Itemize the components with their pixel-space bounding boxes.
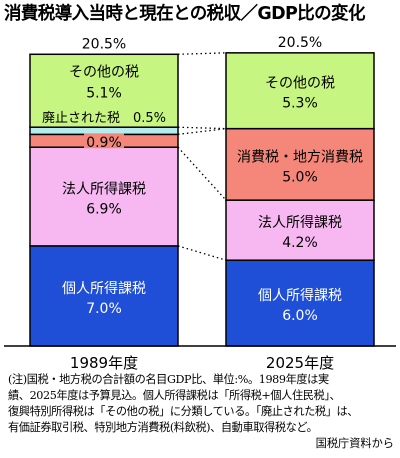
- segment-value-label: 4.2%: [282, 235, 318, 251]
- bar-segment-other_tax: [29, 53, 179, 128]
- segment-value-label: 0.9%: [86, 135, 122, 151]
- footnote-line: (注)国税・地方税の合計額の名目GDP比、単位:%。1989年度は実: [8, 373, 329, 386]
- segment-label-abolished: 廃止された税 0.5%: [42, 110, 166, 126]
- stacked-bar-chart: 20.5% 20.5% 個人所得課税 7.0% 個人所得課税 6.0% 法人所得課税 6.9%…: [4, 35, 396, 372]
- segment-value-label: 5.0%: [282, 169, 318, 185]
- segment-value-label: 5.1%: [86, 85, 122, 101]
- connector-line: [177, 146, 227, 201]
- footnotes: (注)国税・地方税の合計額の名目GDP比、単位:%。1989年度は実 績、202…: [8, 372, 396, 436]
- category-label: 1989年度: [70, 354, 138, 372]
- bar-total-label: 20.5%: [82, 36, 126, 52]
- bar-segment-corporate_tax: [225, 199, 375, 261]
- segment-name-label: 個人所得課税: [258, 287, 342, 304]
- chart-title: 消費税導入当時と現在との税収／GDP比の変化: [4, 4, 365, 24]
- source-credit: 国税庁資料から: [315, 437, 394, 450]
- segment-name-label: 法人所得課税: [62, 181, 146, 198]
- segment-name-label: 法人所得課税: [258, 214, 342, 231]
- label-background: [84, 133, 124, 149]
- segment-value-label: 7.0%: [86, 301, 122, 317]
- segment-value-label: 6.9%: [86, 202, 122, 218]
- segment-value-label: 6.0%: [282, 308, 318, 324]
- connector-line: [177, 245, 227, 261]
- category-label: 2025年度: [266, 354, 334, 372]
- segment-name-label: その他の税: [69, 64, 139, 80]
- bar-segment-abolished_tax: [29, 126, 179, 136]
- segment-name-label: その他の税: [265, 76, 335, 92]
- bar-segment-other_tax: [225, 52, 375, 130]
- connector-line: [177, 52, 227, 55]
- footnote-line: 績、2025年度は予算見込。個人所得課税は「所得税+個人住民税」、: [8, 389, 341, 402]
- segment-name-label: 消費税・地方消費税: [237, 149, 363, 165]
- footnote-line: 有価証券取引税、特別地方消費税(料飲税)、自動車取得税など。: [8, 421, 318, 434]
- bar-segment-corporate_tax: [29, 146, 179, 247]
- connector-line: [177, 127, 227, 136]
- bar-segment-personal_income_tax: [29, 245, 179, 347]
- segment-value-label: 5.3%: [282, 96, 318, 112]
- connector-line: [177, 126, 227, 130]
- segment-name-label: 個人所得課税: [62, 280, 146, 297]
- footnote-line: 復興特別所得税は「その他の税」に分類している。「廃止された税」は、: [8, 405, 359, 418]
- bar-segment-consumption_tax: [225, 127, 375, 201]
- bar-total-label: 20.5%: [278, 35, 322, 51]
